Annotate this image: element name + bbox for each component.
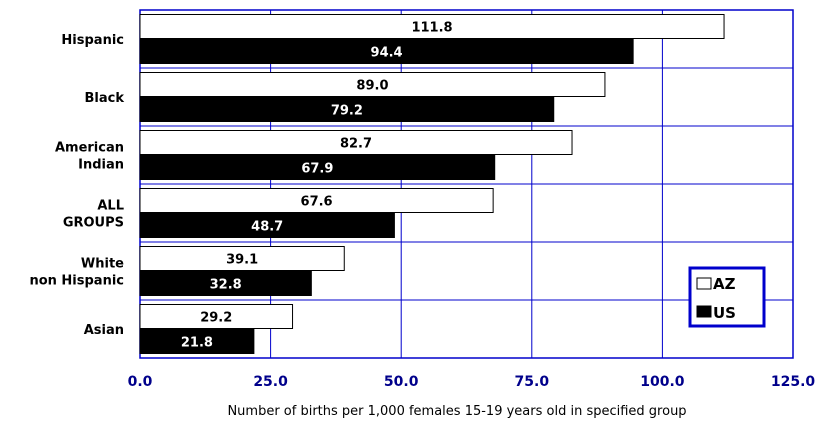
category-label-white-non-hispanic: non Hispanic: [29, 274, 124, 289]
data-label-az-asian: 29.2: [200, 311, 232, 326]
x-tick-label: 100.0: [640, 374, 685, 390]
data-label-us-white-non-hispanic: 32.8: [210, 278, 242, 293]
bar-az-black: [139, 72, 606, 97]
data-label-us-all-groups: 48.7: [251, 220, 283, 235]
bar-az-asian: [139, 304, 294, 329]
category-label-american-indian: Indian: [78, 158, 124, 173]
category-label-all-groups: GROUPS: [63, 216, 124, 231]
bar-us-american-indian: [139, 155, 496, 180]
plot-frame: [139, 9, 794, 359]
data-label-us-american-indian: 67.9: [301, 162, 333, 177]
x-tick-label: 50.0: [384, 374, 419, 390]
data-label-us-hispanic: 94.4: [371, 46, 403, 61]
bar-az-hispanic: [139, 14, 725, 39]
legend-label-us: US: [713, 304, 736, 322]
category-label-black: Black: [85, 91, 125, 106]
category-label-white-non-hispanic: White: [81, 257, 124, 272]
bar-us-asian: [139, 329, 255, 354]
bar-us-black: [139, 97, 555, 122]
x-tick-labels: 0.0 25.0 50.0 75.0 100.0 125.0: [128, 374, 816, 390]
data-label-us-black: 79.2: [331, 104, 363, 119]
bars: 111.8 94.4 89.0 79.2 82.7 67.9 67.6 48.7 39.1 32.…: [139, 14, 725, 354]
category-labels: Hispanic Black American Indian ALL GROUPS Whit…: [29, 33, 124, 338]
legend-swatch-az: [696, 277, 712, 290]
bar-az-white-non-hispanic: [139, 246, 345, 271]
category-label-asian: Asian: [84, 323, 124, 338]
data-label-az-black: 89.0: [356, 79, 388, 94]
category-label-all-groups: ALL: [97, 199, 124, 214]
x-tick-label: 0.0: [128, 374, 153, 390]
x-tick-label: 25.0: [253, 374, 288, 390]
x-tick-label: 125.0: [771, 374, 816, 390]
data-label-az-all-groups: 67.6: [301, 195, 333, 210]
bar-us-all-groups: [139, 213, 395, 238]
bar-az-american-indian: [139, 130, 573, 155]
legend: AZ US: [688, 266, 766, 328]
data-label-az-white-non-hispanic: 39.1: [226, 253, 258, 268]
data-label-az-american-indian: 82.7: [340, 137, 372, 152]
x-axis-label: Number of births per 1,000 females 15-19…: [227, 404, 686, 419]
bar-us-hispanic: [139, 39, 634, 64]
data-label-us-asian: 21.8: [181, 336, 213, 351]
category-label-american-indian: American: [55, 141, 124, 156]
category-label-hispanic: Hispanic: [61, 33, 124, 48]
grid: [139, 9, 794, 359]
x-tick-label: 75.0: [515, 374, 550, 390]
bar-az-all-groups: [139, 188, 494, 213]
bar-us-white-non-hispanic: [139, 271, 312, 296]
legend-swatch-us: [696, 305, 712, 318]
legend-label-az: AZ: [713, 275, 736, 293]
data-label-az-hispanic: 111.8: [411, 21, 452, 36]
